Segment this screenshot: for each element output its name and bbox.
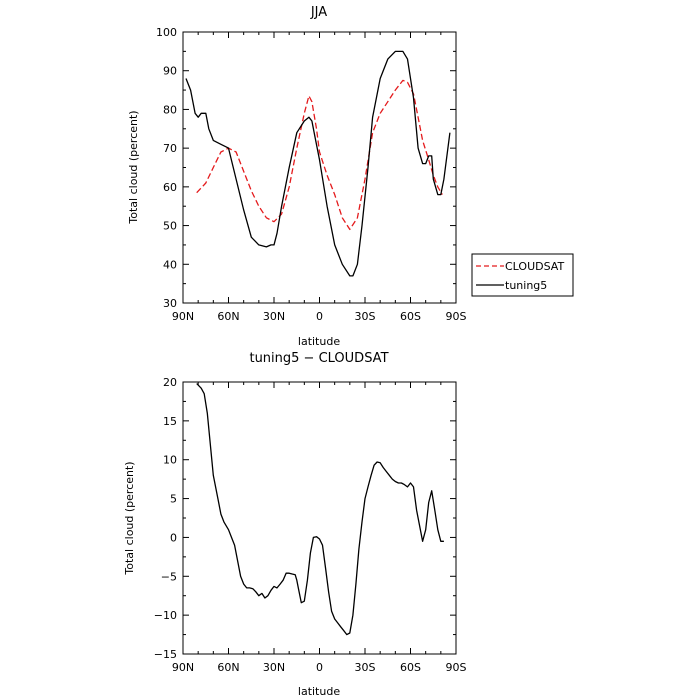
x-tick-label-30s: 30S <box>355 310 376 323</box>
legend-box <box>471 253 574 297</box>
y-tick-label-5: 5 <box>170 493 177 506</box>
y-tick-label-15: −15 <box>154 648 177 661</box>
y-tick-label-50: 50 <box>163 220 177 233</box>
x-tick-label-60s: 60S <box>400 310 421 323</box>
y-tick-label-90: 90 <box>163 65 177 78</box>
y-tick-label-20: 20 <box>163 376 177 389</box>
legend: CLOUDSAT tuning5 <box>471 253 574 297</box>
y-tick-label-40: 40 <box>163 258 177 271</box>
y-axis: 20 15 10 5 0 −5 −10 −15 <box>154 376 456 661</box>
x-tick-label-30s: 30S <box>355 661 376 674</box>
y-tick-label-30: 30 <box>163 297 177 310</box>
series-line-tuning5 <box>185 50 451 277</box>
x-axis: 90N 60N 30N 0 30S 60S 90S <box>172 382 467 674</box>
x-tick-label-90n: 90N <box>172 310 194 323</box>
y-tick-label-100: 100 <box>156 26 177 39</box>
x-tick-label-0: 0 <box>316 310 323 323</box>
chart-title: tuning5 − CLOUDSAT <box>249 351 388 366</box>
x-tick-label-90n: 90N <box>172 661 194 674</box>
series-line-difference <box>196 383 444 636</box>
y-tick-label-5: −5 <box>161 570 177 583</box>
y-tick-label-15: 15 <box>163 415 177 428</box>
y-tick-label-80: 80 <box>163 103 177 116</box>
series-layer <box>185 50 451 277</box>
y-tick-label-10: 10 <box>163 454 177 467</box>
x-tick-label-0: 0 <box>316 661 323 674</box>
x-axis-title: latitude <box>298 335 340 348</box>
x-tick-label-90s: 90S <box>446 661 467 674</box>
x-tick-label-60s: 60S <box>400 661 421 674</box>
y-axis-title: Total cloud (percent) <box>127 110 140 224</box>
x-axis: 90N 60N 30N 0 30S 60S 90S <box>172 32 467 323</box>
y-tick-label-0: 0 <box>170 531 177 544</box>
x-axis-title: latitude <box>298 685 340 698</box>
chart-jja: JJA 90N 60N 30N 0 30S 60S 90S 30 40 50 60 70 80 90 10… <box>127 5 574 348</box>
y-tick-label-60: 60 <box>163 181 177 194</box>
y-axis-title: Total cloud (percent) <box>123 461 136 575</box>
plot-frame <box>182 381 457 655</box>
x-tick-label-30n: 30N <box>263 661 285 674</box>
y-tick-label-70: 70 <box>163 142 177 155</box>
y-tick-label-10: −10 <box>154 609 177 622</box>
x-tick-label-60n: 60N <box>217 310 239 323</box>
x-tick-label-60n: 60N <box>217 661 239 674</box>
legend-label-tuning5: tuning5 <box>505 279 547 292</box>
series-line-cloudsat <box>196 79 443 231</box>
chart-title: JJA <box>310 5 327 20</box>
series-layer <box>196 383 444 636</box>
plot-frame <box>182 31 457 304</box>
y-axis: 30 40 50 60 70 80 90 100 <box>156 26 456 310</box>
x-tick-label-90s: 90S <box>446 310 467 323</box>
x-tick-label-30n: 30N <box>263 310 285 323</box>
legend-label-cloudsat: CLOUDSAT <box>505 260 564 273</box>
chart-difference: tuning5 − CLOUDSAT 90N 60N 30N 0 30S 60S 90S 2… <box>123 351 467 698</box>
